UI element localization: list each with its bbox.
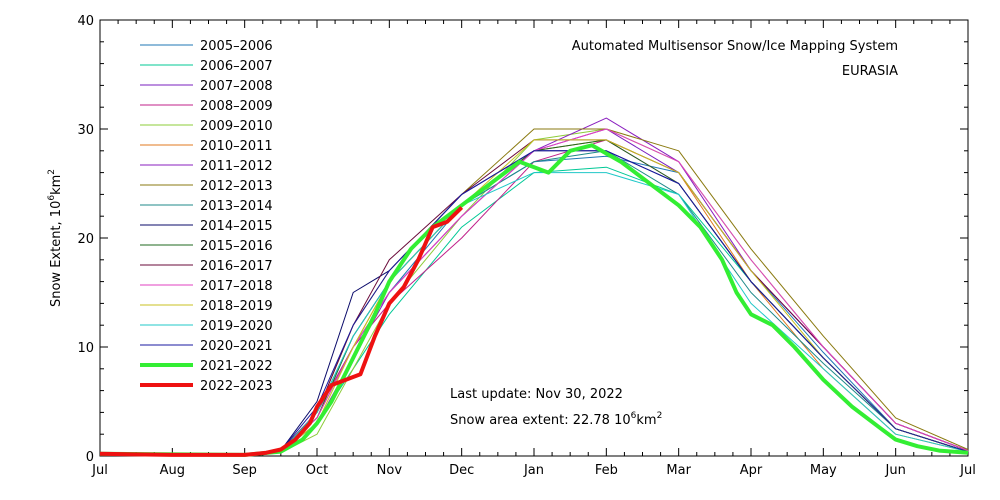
legend-label: 2008–2009 <box>200 99 273 114</box>
legend-label: 2019–2020 <box>200 319 273 334</box>
x-tick-label: Dec <box>449 463 474 478</box>
series-layer <box>99 117 969 457</box>
y-tick-label: 0 <box>86 450 94 465</box>
extent-sup: 6 <box>631 411 637 421</box>
y-axis-title-main: Snow Extent, 10 <box>49 201 64 307</box>
extent-unit: km <box>636 413 656 428</box>
legend-label: 2017–2018 <box>200 279 273 294</box>
legend-label: 2012–2013 <box>200 179 273 194</box>
chart-title: Automated Multisensor Snow/Ice Mapping S… <box>572 39 898 54</box>
legend-label: 2021–2022 <box>200 359 273 374</box>
y-tick-label: 10 <box>77 341 94 356</box>
legend-label: 2006–2007 <box>200 59 273 74</box>
legend-label: 2009–2010 <box>200 119 273 134</box>
x-tick-label: May <box>810 463 837 478</box>
legend-label: 2018–2019 <box>200 299 273 314</box>
legend-label: 2013–2014 <box>200 199 273 214</box>
y-axis-title-sup: 6 <box>47 195 57 201</box>
x-tick-label: Feb <box>595 463 618 478</box>
x-tick-label: Nov <box>377 463 403 478</box>
extent-sup2: 2 <box>657 411 663 421</box>
y-tick-label: 40 <box>77 14 94 29</box>
legend-label: 2015–2016 <box>200 239 273 254</box>
y-axis-title: Snow Extent, 106km2 <box>47 169 64 307</box>
x-tick-label: Jul <box>959 463 976 478</box>
legend-label: 2014–2015 <box>200 219 273 234</box>
legend-label: 2011–2012 <box>200 159 273 174</box>
x-tick-label: Mar <box>666 463 691 478</box>
x-tick-label: Jan <box>523 463 544 478</box>
legend-label: 2020–2021 <box>200 339 273 354</box>
y-tick-label: 20 <box>77 232 94 247</box>
legend-label: 2022–2023 <box>200 379 273 394</box>
x-tick-label: Aug <box>160 463 185 478</box>
x-tick-label: Sep <box>232 463 257 478</box>
x-tick-label: Jun <box>885 463 906 478</box>
legend-label: 2007–2008 <box>200 79 273 94</box>
y-axis-title-sup2: 2 <box>47 169 57 175</box>
legend-label: 2005–2006 <box>200 39 273 54</box>
y-tick-label: 30 <box>77 123 94 138</box>
x-tick-label: Oct <box>306 463 328 478</box>
x-tick-label: Jul <box>91 463 108 478</box>
series-line-2022-2023 <box>99 206 464 457</box>
legend: 2005–2006 2006–2007 2007–2008 2008–2009 2009… <box>140 39 273 394</box>
extent-prefix: Snow area extent: 22.78 10 <box>450 413 631 428</box>
last-update-text: Last update: Nov 30, 2022 <box>450 387 623 402</box>
axes: 0 10 20 30 40 Jul Aug Sep Oct Nov Dec Jan Feb Mar Apr M… <box>77 14 975 478</box>
snow-area-extent-text: Snow area extent: 22.78 106km2 <box>450 411 662 428</box>
legend-label: 2016–2017 <box>200 259 273 274</box>
legend-label: 2010–2011 <box>200 139 273 154</box>
series-line-2021-2022 <box>99 143 969 457</box>
x-tick-label: Apr <box>740 463 763 478</box>
chart-subtitle: EURASIA <box>842 64 898 79</box>
y-axis-title-unit: km <box>49 175 64 195</box>
